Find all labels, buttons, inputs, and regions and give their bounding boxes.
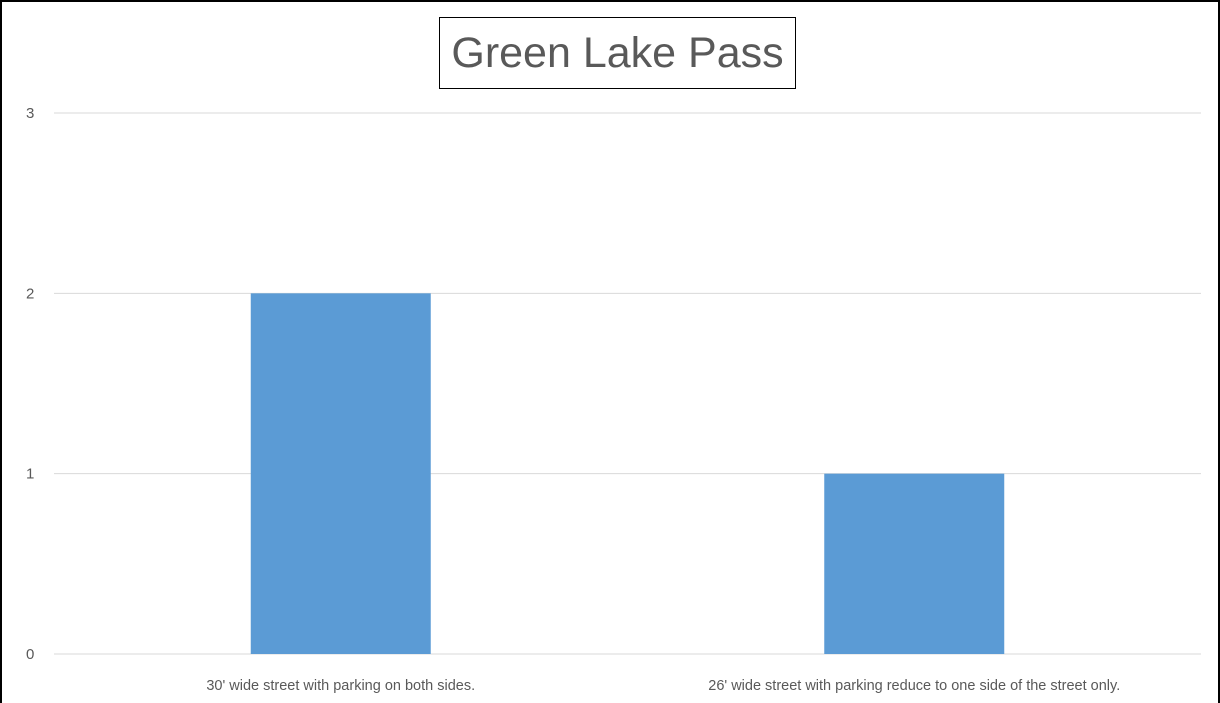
y-tick-label: 0 bbox=[26, 646, 34, 663]
gridlines bbox=[54, 112, 1201, 655]
x-category-label: 30' wide street with parking on both sid… bbox=[206, 678, 475, 694]
y-tick-label: 1 bbox=[26, 466, 34, 483]
y-tick-label: 2 bbox=[26, 285, 34, 302]
bar-2 bbox=[824, 473, 1005, 654]
bar-1 bbox=[250, 293, 431, 654]
chart-title: Green Lake Pass bbox=[439, 17, 796, 89]
y-tick-label: 3 bbox=[26, 105, 34, 122]
x-axis-labels: 30' wide street with parking on both sid… bbox=[206, 678, 1120, 694]
y-axis-ticks: 0 1 2 3 bbox=[26, 105, 34, 663]
x-category-label: 26' wide street with parking reduce to o… bbox=[708, 678, 1120, 694]
bars bbox=[250, 293, 1005, 654]
